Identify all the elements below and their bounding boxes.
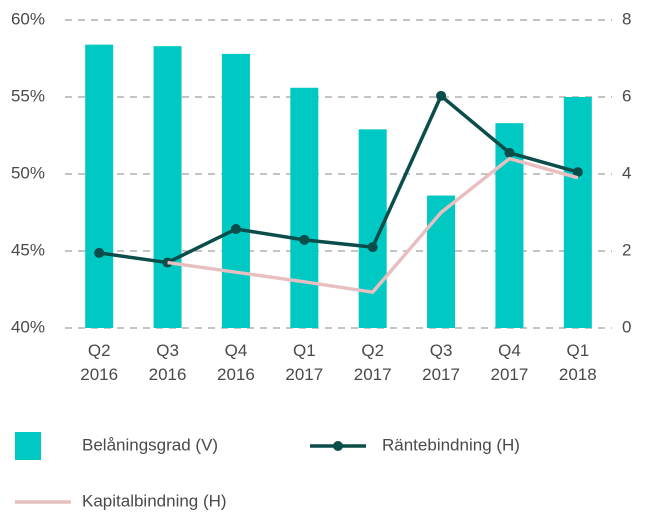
y2-tick-label: 4: [622, 163, 631, 182]
y2-tick-label: 0: [622, 317, 631, 336]
marker: [436, 90, 447, 101]
legend-label: Belåningsgrad (V): [82, 435, 218, 454]
line: [167, 156, 579, 294]
x-tick-label: Q2 2016: [80, 341, 118, 384]
y-tick-label: 50%: [11, 163, 45, 182]
x-tick-label: Q2 2017: [354, 341, 392, 384]
legend-label: Räntebindning (H): [382, 435, 520, 454]
y-tick-label: 55%: [11, 86, 45, 105]
marker: [504, 147, 515, 158]
line: [98, 94, 579, 265]
marker: [572, 167, 583, 178]
legend-swatch: [15, 432, 41, 460]
x-tick-label: Q3 2017: [422, 341, 460, 384]
x-tick-label: Q1 2017: [285, 341, 323, 384]
marker: [230, 224, 241, 235]
bar: [290, 87, 319, 328]
bar: [153, 46, 182, 329]
x-tick-label: Q1 2018: [559, 341, 597, 384]
y-tick-label: 40%: [11, 317, 45, 336]
bar: [85, 44, 114, 328]
y2-tick-label: 2: [622, 240, 631, 259]
legend-marker: [333, 441, 343, 451]
bar: [221, 53, 250, 328]
marker: [367, 242, 378, 253]
bar: [427, 195, 456, 328]
legend-label: Kapitalbindning (H): [82, 491, 227, 510]
x-tick-label: Q3 2016: [149, 341, 187, 384]
y2-tick-label: 6: [622, 86, 631, 105]
y-tick-label: 45%: [11, 240, 45, 259]
y-tick-label: 60%: [11, 9, 45, 28]
y2-tick-label: 8: [622, 9, 631, 28]
bar: [563, 97, 592, 328]
marker: [299, 234, 310, 245]
x-tick-label: Q4 2016: [217, 341, 255, 384]
x-tick-label: Q4 2017: [491, 341, 529, 384]
marker: [94, 247, 105, 258]
